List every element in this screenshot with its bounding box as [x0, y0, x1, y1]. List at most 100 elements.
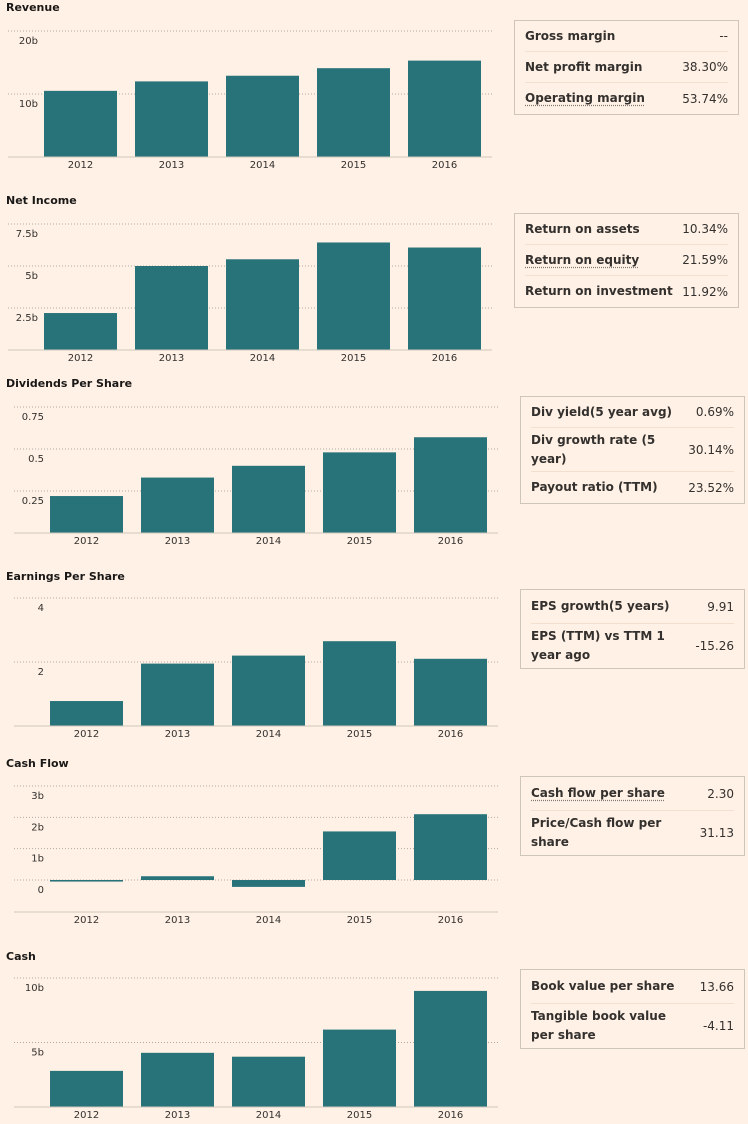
earnings-per-share-y-tick-label: 4	[38, 603, 44, 614]
cash-flow-bar-2015[interactable]	[323, 831, 396, 880]
dividends-per-share-x-tick-label: 2012	[74, 536, 99, 547]
dividends-per-share-bar-2015[interactable]	[323, 452, 396, 533]
metric-row: Div growth rate (5 year) 30.14%	[531, 428, 734, 472]
net-income-bar-2015[interactable]	[317, 242, 390, 350]
metric-label: Net profit margin	[525, 59, 643, 74]
cash-flow-x-tick-label: 2015	[347, 915, 372, 926]
net-income-x-tick-label: 2012	[68, 353, 93, 364]
net-income-x-tick-label: 2016	[432, 353, 457, 364]
dividends-per-share-x-tick-label: 2013	[165, 536, 190, 547]
metric-label: Return on investment	[525, 284, 673, 298]
metric-row: Return on investment 11.92%	[525, 276, 728, 307]
cash-y-tick-label: 10b	[25, 983, 44, 994]
cash-flow-y-tick-label: 0	[38, 885, 44, 896]
net-income-bar-2014[interactable]	[226, 259, 299, 350]
revenue-chart-title: Revenue	[6, 1, 60, 14]
earnings-per-share-bar-2013[interactable]	[141, 663, 214, 726]
metric-value: 13.66	[699, 979, 734, 994]
cash-x-tick-label: 2014	[256, 1110, 281, 1121]
revenue-bar-2014[interactable]	[226, 75, 299, 157]
revenue-x-tick-label: 2016	[432, 160, 457, 171]
dividends-per-share-y-tick-label: 0.25	[22, 496, 44, 507]
net-income-x-tick-label: 2015	[341, 353, 366, 364]
cash-flow-bar-2012[interactable]	[50, 880, 123, 882]
metric-label[interactable]: Operating margin	[525, 91, 645, 105]
metric-value: 11.92%	[682, 284, 728, 299]
net-income-chart-title: Net Income	[6, 194, 77, 207]
revenue-y-tick-label: 10b	[19, 99, 38, 110]
metric-label: EPS growth(5 years)	[531, 599, 670, 613]
metric-value: 30.14%	[688, 442, 734, 457]
metric-value: 9.91	[707, 599, 734, 614]
cash-flow-metrics-panel: Cash flow per share 2.30 Price/Cash flow p…	[520, 776, 745, 856]
cash-flow-bar-2013[interactable]	[141, 876, 214, 880]
cash-flow-bar-2014[interactable]	[232, 880, 305, 887]
cash-flow-bar-2016[interactable]	[414, 814, 487, 880]
cash-bar-2012[interactable]	[50, 1070, 123, 1107]
cash-x-tick-label: 2013	[165, 1110, 190, 1121]
dividends-per-share-bar-2013[interactable]	[141, 477, 214, 533]
dividends-per-share-y-tick-label: 0.75	[22, 412, 44, 423]
cash-x-tick-label: 2016	[438, 1110, 463, 1121]
metric-row: Return on equity 21.59%	[525, 245, 728, 276]
metric-label[interactable]: Return on equity	[525, 252, 640, 267]
earnings-per-share-y-tick-label: 2	[38, 667, 44, 678]
net-income-x-tick-label: 2014	[250, 353, 275, 364]
dividends-per-share-metrics-panel: Div yield(5 year avg) 0.69% Div growth rat…	[520, 396, 745, 504]
cash-flow-x-tick-label: 2013	[165, 915, 190, 926]
dividends-per-share-x-tick-label: 2015	[347, 536, 372, 547]
metric-label: Tangible book value per share	[531, 1009, 666, 1042]
metric-row: Return on assets 10.34%	[525, 214, 728, 245]
dividends-per-share-chart-title: Dividends Per Share	[6, 377, 133, 390]
metric-label: Book value per share	[531, 979, 675, 993]
metric-value: 31.13	[699, 826, 734, 840]
cash-x-tick-label: 2015	[347, 1110, 372, 1121]
earnings-per-share-bar-2014[interactable]	[232, 655, 305, 726]
dividends-per-share-bar-2012[interactable]	[50, 496, 123, 533]
revenue-bar-2015[interactable]	[317, 68, 390, 157]
earnings-per-share-x-tick-label: 2014	[256, 729, 281, 740]
metric-label: EPS (TTM) vs TTM 1 year ago	[531, 629, 665, 662]
cash-bar-2014[interactable]	[232, 1056, 305, 1107]
earnings-per-share-bar-2012[interactable]	[50, 701, 123, 726]
earnings-per-share-bar-2016[interactable]	[414, 658, 487, 726]
dividends-per-share-bar-2016[interactable]	[414, 437, 487, 533]
metric-row: EPS growth(5 years) 9.91	[531, 590, 734, 624]
net-income-x-tick-label: 2013	[159, 353, 184, 364]
metric-label[interactable]: Cash flow per share	[531, 786, 665, 800]
cash-flow-x-tick-label: 2014	[256, 915, 281, 926]
revenue-metrics-panel: Gross margin -- Net profit margin 38.30% Ope…	[514, 20, 739, 115]
earnings-per-share-x-tick-label: 2013	[165, 729, 190, 740]
metric-label: Return on assets	[525, 221, 640, 236]
cash-bar-2013[interactable]	[141, 1052, 214, 1107]
net-income-bar-2016[interactable]	[408, 247, 481, 350]
metric-row: Payout ratio (TTM) 23.52%	[531, 472, 734, 503]
revenue-bar-2012[interactable]	[44, 90, 117, 157]
dividends-per-share-y-tick-label: 0.5	[28, 454, 44, 465]
metric-value: 53.74%	[682, 91, 728, 106]
metric-value: -4.11	[702, 1019, 734, 1033]
metric-row: Book value per share 13.66	[531, 970, 734, 1004]
cash-bar-2016[interactable]	[414, 990, 487, 1107]
net-income-y-tick-label: 7.5b	[16, 229, 38, 240]
metric-row: Gross margin --	[525, 21, 728, 52]
cash-bar-2015[interactable]	[323, 1029, 396, 1107]
cash-flow-y-tick-label: 1b	[31, 854, 44, 865]
dividends-per-share-bar-2014[interactable]	[232, 465, 305, 533]
cash-flow-y-tick-label: 3b	[31, 791, 44, 802]
net-income-bar-2013[interactable]	[135, 266, 208, 350]
earnings-per-share-bar-2015[interactable]	[323, 641, 396, 726]
revenue-bar-2013[interactable]	[135, 81, 208, 157]
metric-row: Operating margin 53.74%	[525, 83, 728, 114]
metric-row: Tangible book value per share -4.11	[531, 1004, 734, 1048]
net-income-bar-2012[interactable]	[44, 313, 117, 350]
revenue-bar-2016[interactable]	[408, 60, 481, 157]
dividends-per-share-x-tick-label: 2014	[256, 536, 281, 547]
cash-flow-chart-title: Cash Flow	[6, 757, 69, 770]
metric-label: Div growth rate (5 year)	[531, 432, 656, 466]
metric-row: Cash flow per share 2.30	[531, 777, 734, 811]
